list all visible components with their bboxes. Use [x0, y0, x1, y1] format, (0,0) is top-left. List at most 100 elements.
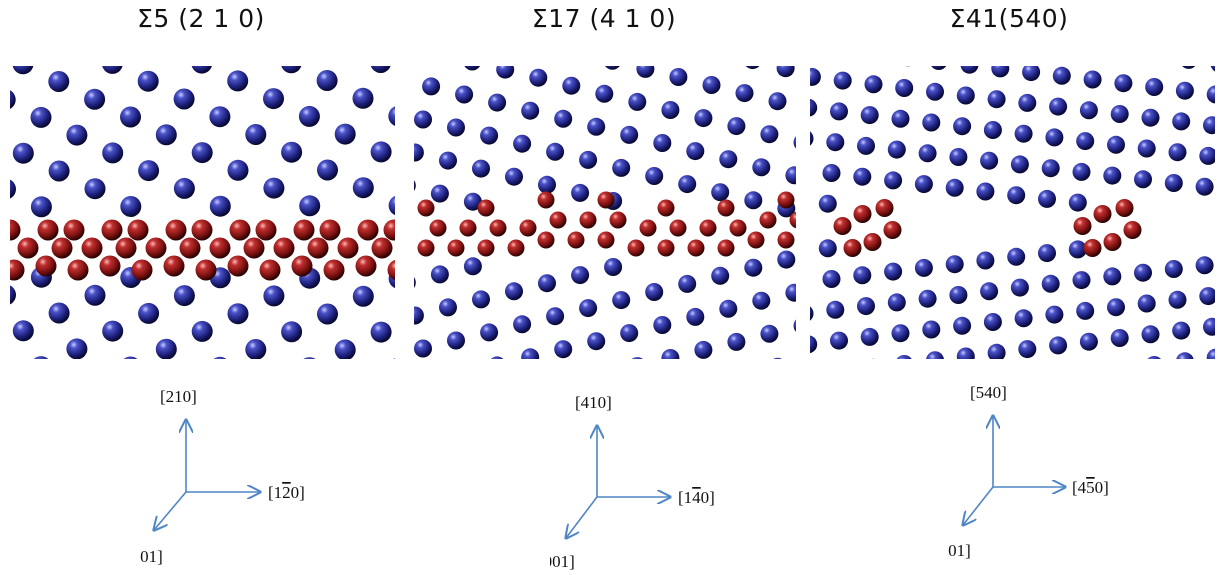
boundary-atom: [195, 259, 217, 281]
matrix-atom: [123, 356, 138, 359]
matrix-atom: [490, 356, 504, 359]
matrix-atom: [1210, 66, 1215, 72]
matrix-atom: [393, 358, 395, 359]
vertical-axis-label: [410]: [575, 393, 612, 412]
boundary-atom: [843, 239, 862, 257]
matrix-atom: [579, 299, 598, 318]
boundary-atom: [63, 219, 85, 241]
matrix-atom: [513, 134, 532, 153]
matrix-atom: [976, 182, 995, 201]
boundary-atom: [81, 237, 103, 259]
matrix-atom: [605, 66, 620, 70]
matrix-atom: [430, 184, 449, 203]
boundary-atom: [145, 237, 167, 259]
matrix-atom: [480, 323, 499, 342]
matrix-atom: [48, 160, 70, 182]
matrix-atom: [33, 356, 49, 359]
matrix-atom: [620, 125, 639, 144]
boundary-atom: [609, 211, 627, 229]
matrix-atom: [702, 76, 721, 94]
matrix-atom: [1172, 112, 1191, 131]
matrix-atom: [571, 266, 590, 285]
boundary-atom: [127, 219, 149, 241]
matrix-atom: [84, 284, 106, 306]
matrix-atom: [317, 303, 338, 325]
matrix-atom: [388, 106, 395, 126]
matrix-atom: [66, 338, 88, 359]
matrix-atom: [711, 183, 730, 202]
matrix-atom: [1007, 247, 1026, 266]
matrix-atom: [810, 131, 814, 146]
matrix-atom: [1007, 186, 1026, 205]
matrix-atom: [1147, 356, 1161, 359]
matrix-atom: [830, 331, 848, 350]
matrix-atom: [1164, 174, 1183, 192]
matrix-atom: [1068, 193, 1087, 212]
matrix-atom: [1195, 177, 1214, 196]
matrix-atom: [661, 349, 680, 359]
matrix-atom: [980, 282, 999, 301]
matrix-atom: [48, 302, 70, 324]
matrix-atom: [1072, 271, 1091, 290]
boundary-atom: [507, 239, 525, 257]
matrix-atom: [191, 320, 213, 342]
matrix-atom: [631, 357, 643, 359]
matrix-atom: [1041, 274, 1060, 293]
matrix-atom: [945, 178, 964, 197]
matrix-atom: [719, 150, 738, 169]
matrix-atom: [612, 291, 631, 310]
matrix-atom: [213, 356, 227, 359]
horizontal-axis-label: [120]: [268, 483, 305, 502]
matrix-atom: [1110, 329, 1129, 347]
matrix-atom: [857, 136, 875, 155]
matrix-atom: [1038, 189, 1056, 208]
matrix-atom: [773, 357, 782, 359]
matrix-atom: [138, 302, 160, 324]
boundary-atom: [657, 239, 675, 257]
panel-title-sigma41: Σ41(540): [949, 4, 1069, 33]
boundary-atom: [657, 199, 675, 217]
matrix-atom: [745, 66, 760, 70]
matrix-atom: [887, 140, 906, 159]
matrix-atom: [826, 133, 845, 152]
lattice-sigma5: [10, 66, 395, 359]
boundary-atom: [355, 255, 377, 277]
matrix-atom: [1206, 85, 1215, 104]
matrix-atom: [281, 66, 302, 74]
matrix-atom: [554, 109, 573, 128]
matrix-atom: [227, 70, 249, 92]
boundary-atom: [307, 237, 329, 259]
boundary-atom: [179, 237, 201, 259]
boundary-atom: [477, 199, 495, 217]
matrix-atom: [678, 175, 697, 194]
boundary-atom: [777, 231, 795, 249]
matrix-atom: [137, 70, 159, 92]
matrix-atom: [826, 300, 845, 319]
matrix-atom: [1182, 66, 1196, 69]
matrix-atom: [587, 117, 606, 136]
matrix-atom: [102, 142, 124, 164]
matrix-atom: [980, 151, 999, 170]
boundary-atom: [371, 237, 393, 259]
matrix-atom: [810, 306, 814, 321]
matrix-atom: [686, 307, 705, 326]
matrix-atom: [263, 88, 284, 110]
boundary-atom: [853, 205, 872, 223]
matrix-atom: [12, 66, 34, 75]
boundary-atom: [131, 259, 153, 281]
matrix-atom: [636, 66, 655, 78]
boundary-atom: [537, 231, 555, 249]
matrix-atom: [155, 124, 177, 146]
matrix-atom: [414, 339, 432, 358]
matrix-atom: [546, 142, 565, 161]
matrix-atom: [853, 266, 872, 285]
matrix-atom: [1168, 143, 1187, 162]
matrix-atom: [914, 258, 933, 277]
matrix-atom: [926, 351, 944, 359]
matrix-atom: [579, 150, 598, 169]
diagonal-axis-label: [001]: [550, 552, 575, 571]
matrix-atom: [818, 239, 837, 258]
matrix-atom: [317, 159, 338, 181]
boundary-atom: [165, 219, 187, 241]
overbar-digit: 4: [692, 488, 701, 507]
